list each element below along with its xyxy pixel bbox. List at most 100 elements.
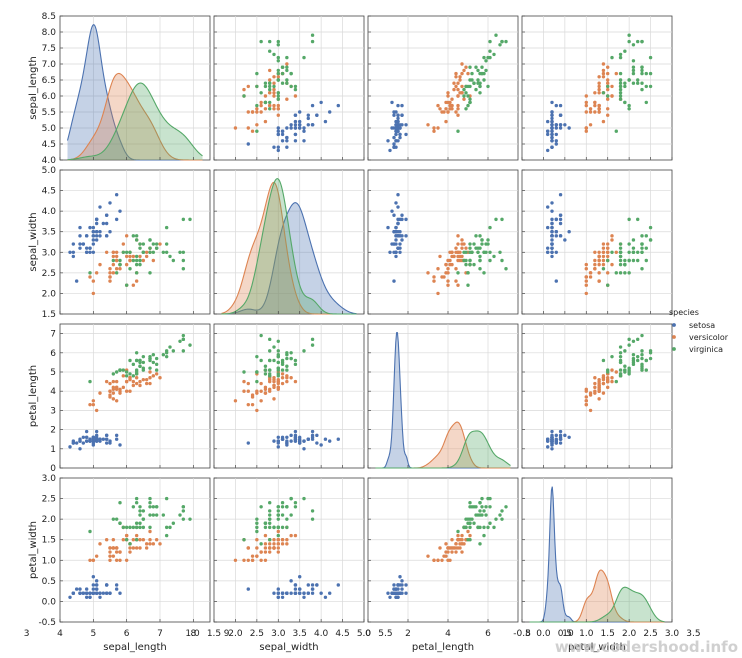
point-virginica — [268, 81, 272, 85]
point-versicolor — [242, 389, 246, 393]
point-versicolor — [255, 538, 259, 542]
point-versicolor — [250, 402, 255, 407]
point-versicolor — [114, 558, 119, 562]
point-setosa — [78, 591, 82, 595]
point-virginica — [134, 262, 139, 267]
point-virginica — [111, 517, 116, 521]
point-virginica — [631, 339, 636, 343]
point-virginica — [134, 370, 139, 374]
tick-label-x-sepal_length: 5 — [90, 629, 96, 639]
point-virginica — [640, 356, 644, 361]
point-setosa — [78, 234, 82, 238]
kde-line-virginica — [529, 586, 665, 623]
point-setosa — [285, 145, 289, 149]
point-virginica — [181, 349, 186, 353]
point-versicolor — [250, 554, 255, 558]
point-versicolor — [233, 126, 238, 130]
point-versicolor — [452, 546, 456, 550]
tick-label-x-sepal_length: 3 — [24, 629, 30, 639]
point-setosa — [563, 123, 567, 127]
point-versicolor — [111, 262, 116, 267]
point-virginica — [134, 234, 139, 238]
point-versicolor — [597, 397, 601, 401]
tick-label-y-petal_length: 0 — [50, 464, 56, 474]
point-virginica — [280, 505, 285, 509]
point-versicolor — [614, 250, 618, 254]
point-setosa — [91, 250, 96, 254]
point-versicolor — [280, 538, 285, 542]
point-virginica — [640, 349, 644, 353]
point-versicolor — [276, 75, 280, 79]
kde-fill-setosa — [221, 202, 357, 314]
point-virginica — [482, 525, 486, 530]
point-setosa — [289, 433, 293, 438]
point-setosa — [285, 439, 289, 443]
point-setosa — [306, 116, 310, 121]
point-setosa — [404, 123, 408, 127]
point-virginica — [474, 505, 478, 509]
point-setosa — [323, 595, 328, 600]
point-virginica — [141, 517, 146, 521]
point-versicolor — [114, 550, 119, 554]
point-virginica — [627, 372, 631, 376]
tick-label-x-sepal_length: 7 — [157, 629, 163, 639]
axis-label-x-sepal_length: sepal_length — [103, 642, 167, 653]
point-versicolor — [255, 389, 259, 393]
point-virginica — [631, 238, 636, 242]
point-virginica — [468, 242, 472, 246]
point-versicolor — [121, 538, 126, 542]
point-versicolor — [597, 84, 601, 89]
point-virginica — [128, 525, 132, 530]
point-setosa — [94, 230, 99, 234]
point-setosa — [91, 225, 96, 230]
point-versicolor — [432, 279, 436, 283]
point-virginica — [631, 68, 636, 73]
point-virginica — [255, 103, 259, 108]
point-versicolor — [151, 258, 156, 263]
point-virginica — [280, 525, 285, 530]
point-setosa — [550, 230, 554, 234]
point-versicolor — [272, 91, 276, 95]
point-setosa — [315, 113, 319, 117]
point-versicolor — [276, 385, 280, 390]
point-versicolor — [597, 87, 601, 92]
point-setosa — [101, 221, 106, 226]
point-virginica — [134, 271, 139, 275]
point-virginica — [498, 43, 502, 47]
point-virginica — [500, 517, 504, 521]
point-virginica — [476, 81, 480, 85]
tick-label-y-sepal_width: 3.0 — [42, 248, 57, 258]
point-virginica — [618, 55, 623, 60]
point-versicolor — [293, 379, 298, 384]
point-virginica — [470, 517, 474, 521]
point-versicolor — [255, 110, 259, 114]
point-virginica — [263, 81, 268, 85]
point-versicolor — [128, 389, 132, 393]
point-virginica — [268, 39, 272, 44]
point-versicolor — [588, 123, 593, 127]
point-virginica — [631, 246, 636, 250]
point-setosa — [558, 217, 563, 222]
tick-label-x-petal_width: 1.0 — [579, 629, 594, 639]
point-setosa — [388, 595, 392, 600]
tick-label-y-sepal_length: 8.5 — [42, 12, 56, 22]
point-versicolor — [458, 546, 462, 550]
point-virginica — [631, 353, 636, 357]
point-setosa — [71, 254, 76, 259]
tick-label-y-sepal_width: 2.0 — [42, 289, 57, 299]
point-virginica — [148, 356, 152, 361]
point-virginica — [181, 250, 186, 254]
point-virginica — [478, 258, 482, 263]
point-virginica — [623, 258, 627, 263]
point-virginica — [636, 81, 640, 85]
point-setosa — [546, 119, 550, 124]
point-virginica — [293, 362, 298, 367]
point-setosa — [78, 242, 82, 246]
point-versicolor — [601, 377, 606, 382]
point-setosa — [550, 201, 554, 205]
point-virginica — [148, 496, 152, 501]
point-versicolor — [597, 81, 601, 85]
point-versicolor — [448, 546, 452, 550]
point-setosa — [276, 587, 280, 591]
point-virginica — [482, 509, 486, 513]
